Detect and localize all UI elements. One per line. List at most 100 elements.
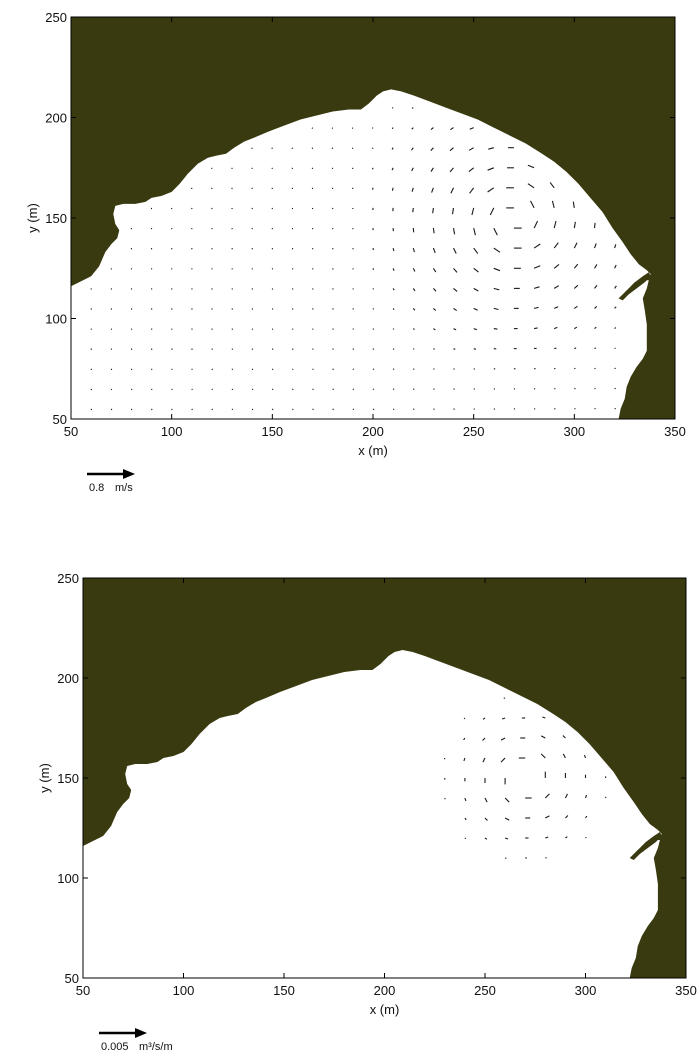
vector-arrow bbox=[614, 347, 616, 350]
vector-arrow bbox=[130, 408, 133, 411]
land-spit bbox=[618, 272, 651, 301]
vector-arrow bbox=[482, 757, 486, 763]
vector-arrow bbox=[453, 247, 457, 254]
vector-arrow bbox=[450, 127, 454, 131]
vector-arrow bbox=[130, 388, 133, 391]
vector-arrow bbox=[573, 242, 578, 249]
vector-arrow bbox=[584, 794, 588, 799]
vector-arrow bbox=[594, 264, 598, 269]
vector-arrow bbox=[614, 306, 617, 309]
vector-arrow bbox=[484, 817, 488, 821]
vector-arrow bbox=[372, 368, 375, 371]
vector-arrow bbox=[211, 388, 213, 391]
vector-arrow bbox=[191, 408, 193, 411]
vector-arrow bbox=[292, 348, 294, 350]
vector-arrow bbox=[391, 127, 394, 130]
x-axis-label: x (m) bbox=[358, 443, 388, 458]
vector-arrow bbox=[412, 207, 414, 213]
vector-arrow bbox=[614, 387, 616, 390]
vector-arrow bbox=[372, 348, 375, 350]
vector-arrow bbox=[433, 348, 435, 350]
vector-arrow bbox=[372, 388, 375, 391]
vector-arrow bbox=[594, 305, 598, 309]
x-tick-label: 350 bbox=[675, 983, 697, 998]
vector-arrow bbox=[493, 328, 498, 330]
vector-arrow bbox=[392, 388, 395, 390]
y-tick-label: 250 bbox=[45, 10, 67, 25]
vector-arrow bbox=[574, 326, 578, 330]
vector-arrow bbox=[432, 228, 435, 234]
vector-arrow bbox=[391, 167, 394, 171]
vector-arrow bbox=[453, 287, 458, 292]
vector-arrow bbox=[463, 757, 466, 762]
vector-arrow bbox=[554, 347, 557, 350]
vector-arrow bbox=[332, 408, 334, 411]
vector-arrow bbox=[412, 308, 416, 311]
vector-arrow bbox=[487, 167, 494, 171]
vector-arrow bbox=[533, 306, 539, 309]
land-spit bbox=[629, 832, 662, 860]
y-tick-label: 150 bbox=[45, 211, 67, 226]
water-region bbox=[83, 650, 662, 978]
vector-arrow bbox=[614, 264, 617, 269]
vector-arrow bbox=[500, 737, 506, 741]
vector-arrow bbox=[433, 328, 436, 331]
vector-arrow bbox=[171, 408, 173, 411]
vector-arrow bbox=[411, 167, 414, 172]
vector-arrow bbox=[533, 286, 540, 289]
vector-arrow bbox=[614, 244, 617, 249]
vector-arrow bbox=[432, 247, 436, 254]
vector-arrow bbox=[392, 368, 395, 370]
vector-arrow bbox=[392, 247, 395, 252]
vector-arrow bbox=[468, 167, 475, 173]
vector-arrow bbox=[433, 307, 437, 311]
vector-arrow bbox=[271, 388, 274, 391]
vector-arrow bbox=[484, 797, 488, 803]
x-tick-label: 250 bbox=[463, 424, 485, 439]
vector-arrow bbox=[551, 200, 555, 209]
y-tick-label: 100 bbox=[57, 871, 79, 886]
vector-field bbox=[90, 107, 617, 411]
vector-arrow bbox=[463, 737, 466, 741]
vector-arrow bbox=[371, 127, 374, 129]
vector-arrow bbox=[473, 328, 477, 331]
vector-arrow bbox=[433, 408, 435, 410]
vector-arrow bbox=[352, 348, 355, 350]
vector-arrow bbox=[90, 388, 93, 391]
vector-arrow bbox=[231, 368, 234, 371]
x-tick-label: 150 bbox=[261, 424, 283, 439]
vector-arrow bbox=[453, 307, 458, 312]
vector-arrow bbox=[312, 308, 314, 310]
x-tick-label: 200 bbox=[362, 424, 384, 439]
vector-arrow bbox=[574, 367, 576, 370]
chart-panel-1: 50 100 150 200 250 300 350 50 100 150 200 250 x (m) y… bbox=[25, 10, 686, 494]
vector-arrow bbox=[449, 147, 454, 152]
vector-arrow bbox=[493, 307, 499, 311]
vector-arrow bbox=[473, 247, 479, 254]
vector-arrow bbox=[412, 247, 415, 253]
vector-arrow bbox=[312, 408, 314, 411]
vector-arrow bbox=[251, 328, 254, 330]
vector-arrow bbox=[614, 407, 616, 410]
vector-arrow bbox=[593, 222, 596, 229]
vector-arrow bbox=[351, 147, 354, 149]
vector-arrow bbox=[484, 837, 488, 840]
vector-arrow bbox=[504, 797, 510, 803]
vector-arrow bbox=[90, 408, 93, 411]
vector-arrow bbox=[351, 127, 354, 129]
vector-arrow bbox=[553, 220, 557, 229]
x-tick-label: 300 bbox=[563, 424, 585, 439]
vector-arrow bbox=[452, 228, 456, 235]
vector-arrow bbox=[251, 408, 254, 411]
vector-arrow bbox=[430, 167, 434, 172]
vector-arrow bbox=[391, 107, 394, 109]
vector-arrow bbox=[451, 207, 455, 215]
vector-arrow bbox=[151, 408, 153, 411]
vector-arrow bbox=[488, 147, 494, 150]
y-tick-label: 200 bbox=[45, 111, 67, 126]
vector-arrow bbox=[371, 167, 374, 170]
vector-arrow bbox=[553, 285, 560, 289]
vector-arrow bbox=[493, 267, 501, 272]
vector-arrow bbox=[231, 388, 234, 391]
